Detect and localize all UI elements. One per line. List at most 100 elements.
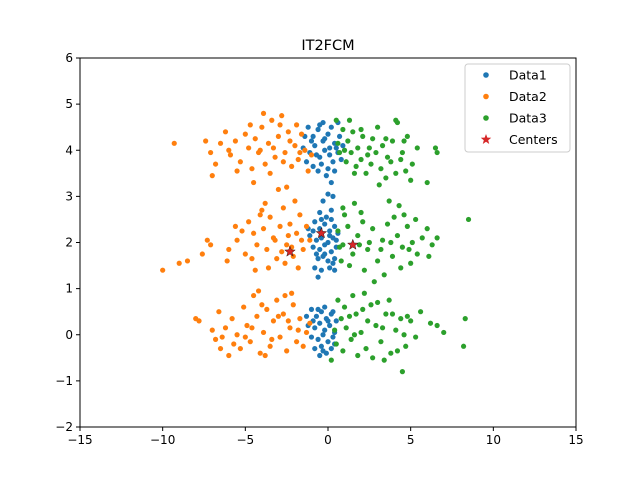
data3-point — [427, 320, 434, 326]
data2-point — [224, 258, 230, 264]
data1-point — [322, 251, 328, 257]
data2-point — [295, 327, 301, 333]
data2-point — [208, 242, 214, 248]
data3-point — [401, 138, 407, 144]
data3-point — [460, 343, 467, 349]
data3-point — [398, 265, 404, 271]
data3-point — [417, 309, 424, 315]
data3-point — [398, 156, 404, 163]
data2-point — [287, 221, 293, 227]
data2-point — [246, 145, 252, 151]
data3-point — [371, 279, 377, 285]
y-tick-label: 1 — [65, 282, 73, 296]
data3-point — [350, 292, 356, 299]
data2-point — [280, 159, 286, 165]
data2-point — [285, 318, 291, 324]
data2-point — [259, 124, 265, 130]
data3-point — [350, 129, 356, 135]
x-tick-label: −5 — [236, 433, 254, 447]
data3-point — [388, 239, 394, 246]
data3-point — [351, 170, 358, 176]
data1-point — [310, 163, 316, 169]
data2-point — [252, 267, 258, 273]
data2-point — [260, 110, 267, 116]
legend-label-data2: Data2 — [509, 89, 547, 104]
data3-point — [401, 332, 407, 338]
data2-point — [285, 129, 291, 135]
data3-point — [336, 244, 343, 250]
data3-point — [333, 341, 339, 347]
data3-point — [388, 350, 394, 356]
data3-point — [361, 267, 367, 273]
data2-point — [295, 265, 301, 271]
data2-point — [275, 133, 281, 140]
data2-point — [265, 140, 272, 146]
data3-point — [328, 357, 334, 363]
data3-point — [345, 138, 351, 144]
data2-point — [239, 228, 245, 234]
data3-point — [379, 237, 386, 243]
data1-point — [308, 306, 315, 312]
data2-point — [267, 343, 273, 349]
data1-point — [315, 126, 321, 133]
data2-point — [176, 260, 182, 266]
data3-point — [389, 311, 396, 317]
data3-point — [383, 136, 389, 142]
data3-point — [389, 253, 396, 259]
data3-point — [340, 348, 346, 354]
data3-point — [408, 177, 414, 183]
data3-point — [351, 332, 358, 338]
data2-point — [272, 154, 278, 160]
data2-point — [251, 292, 257, 299]
data1-point — [330, 260, 336, 266]
data2-point — [297, 149, 303, 156]
data2-point — [264, 306, 270, 312]
data2-point — [212, 336, 219, 342]
data2-point — [249, 166, 255, 172]
data3-point — [368, 302, 374, 308]
data2-point — [232, 223, 239, 229]
data1-point — [327, 152, 333, 158]
data3-point — [413, 216, 419, 223]
legend-label-data3: Data3 — [509, 111, 547, 126]
data2-point — [254, 313, 260, 319]
data1-point — [312, 219, 318, 225]
data1-point — [332, 223, 338, 229]
data2-point — [196, 318, 202, 324]
data3-point — [353, 163, 359, 169]
data2-point — [274, 256, 280, 262]
data2-point — [231, 341, 237, 347]
data3-point — [355, 145, 361, 151]
data2-point — [247, 339, 253, 345]
data3-point — [346, 313, 353, 319]
data3-point — [465, 216, 472, 223]
data2-point — [267, 170, 273, 176]
data1-point — [317, 209, 323, 216]
data3-point — [355, 232, 361, 239]
data2-point — [255, 288, 262, 294]
x-tick-label: 15 — [568, 433, 583, 447]
data2-point — [298, 237, 305, 243]
data3-point — [365, 246, 371, 253]
data1-point — [327, 232, 333, 239]
data3-point — [399, 369, 405, 375]
data3-point — [391, 214, 397, 220]
legend-marker-centers — [480, 134, 492, 144]
data1-point — [336, 133, 343, 140]
data1-point — [312, 345, 318, 352]
data2-point — [262, 200, 268, 206]
data2-point — [251, 230, 257, 236]
data1-point — [320, 332, 326, 338]
data3-point — [370, 136, 376, 142]
data1-point — [330, 309, 336, 315]
data3-point — [434, 235, 440, 241]
data3-point — [376, 182, 382, 188]
data1-point — [328, 207, 334, 213]
data3-point — [401, 212, 407, 218]
data2-point — [212, 161, 219, 167]
data2-point — [302, 147, 308, 153]
data3-point — [424, 179, 430, 186]
data2-point — [262, 161, 268, 167]
data2-point — [270, 145, 277, 151]
